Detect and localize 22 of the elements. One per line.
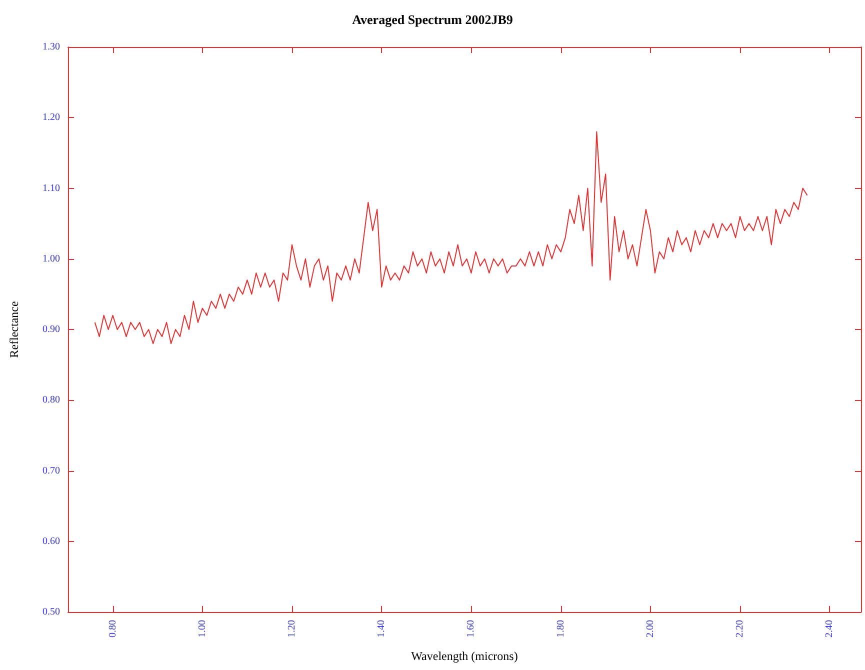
x-tick-label: 1.60: [466, 620, 477, 638]
x-axis-title: Wavelength (microns): [411, 649, 518, 663]
y-tick-label: 1.20: [42, 112, 60, 124]
y-tick-label: 1.00: [42, 253, 60, 264]
y-tick-label: 0.50: [42, 606, 60, 618]
y-tick-label: 0.60: [42, 536, 60, 547]
y-tick-label: 1.30: [42, 42, 60, 52]
x-tick-label: 1.20: [286, 620, 298, 638]
x-tick-label: 1.00: [196, 620, 208, 638]
x-tick-label: 2.00: [644, 620, 656, 638]
y-axis-title: Reflectance: [7, 301, 21, 358]
x-tick-label: 1.40: [376, 620, 388, 638]
x-tick-label: 0.80: [107, 620, 118, 638]
line-series: [94, 131, 808, 344]
y-tick-label: 0.70: [42, 465, 60, 476]
y-tick-label: 0.80: [42, 394, 60, 406]
x-tick-label: 2.20: [734, 620, 746, 638]
chart-title: Averaged Spectrum 2002JB9: [352, 12, 514, 27]
x-tick-label: 2.40: [824, 620, 836, 638]
y-tick-label: 0.90: [42, 324, 60, 335]
y-tick-label: 1.10: [42, 182, 60, 194]
x-tick-label: 1.80: [555, 620, 566, 638]
